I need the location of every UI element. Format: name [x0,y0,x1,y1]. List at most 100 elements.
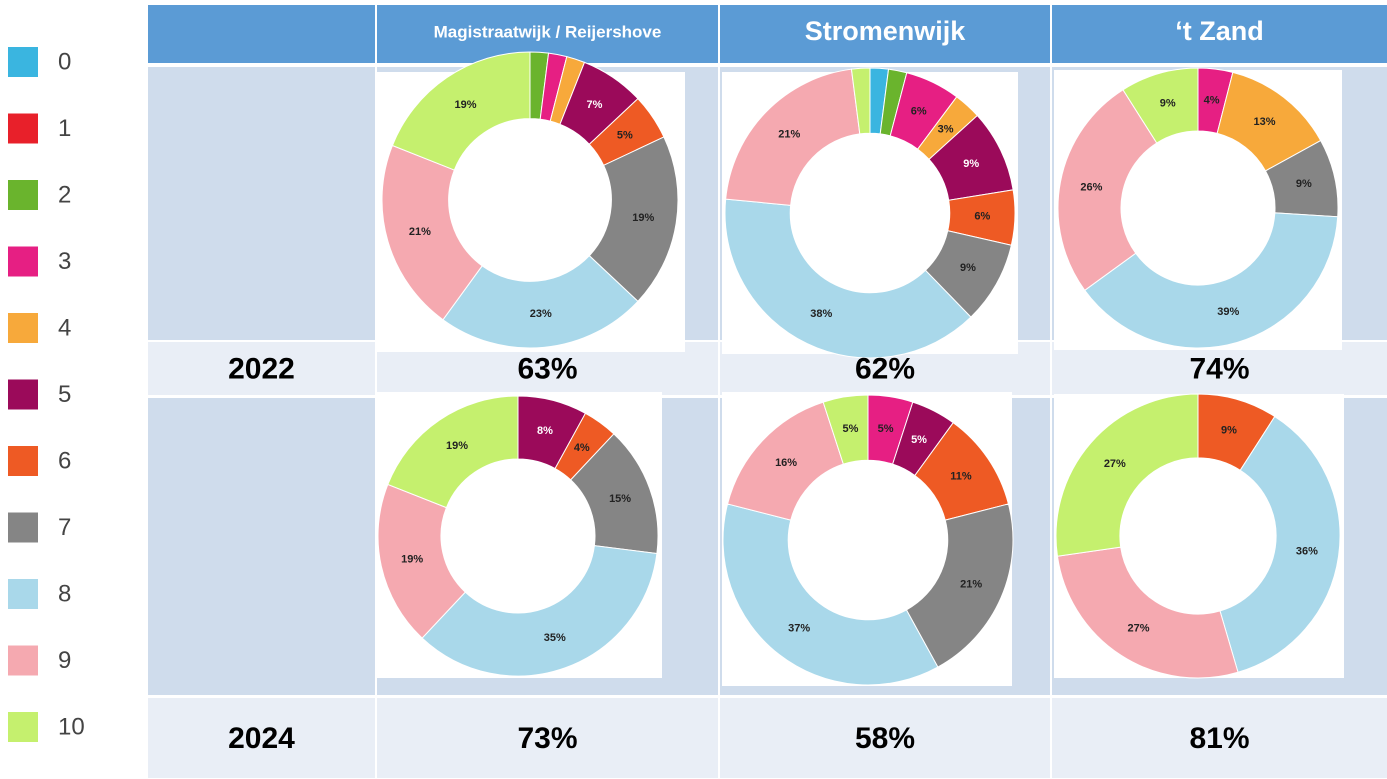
slice-label: 4% [1204,94,1220,106]
legend-label: 10 [58,713,85,740]
slice-label: 39% [1217,306,1239,318]
chart-cell [148,398,375,695]
slice-label: 9% [963,158,979,170]
slice-label: 16% [775,457,797,469]
year-cell [1052,698,1387,778]
year-cell [1052,342,1387,395]
year-cell [148,698,375,778]
legend-label: 4 [58,314,71,341]
slice-label: 4% [574,442,590,454]
donut-chart: 4% 13% 9% 39% 26% 9% [1057,67,1339,349]
year-label: 2022 [228,352,295,385]
slice-label: 38% [810,308,832,320]
legend-swatch [8,579,38,609]
donut-slice [442,255,639,349]
slice-label: 9% [1296,178,1312,190]
year-cell [377,698,718,778]
year-cell [720,698,1050,778]
legend-swatch [8,446,38,476]
score-label: 63% [517,352,577,385]
donut-slice [381,144,483,321]
slice-label: 19% [401,554,423,566]
donut-slice [822,394,869,465]
legend-swatch [8,113,38,144]
slice-label: 6% [974,211,990,223]
slice-label: 7% [587,99,603,111]
slice-label: 21% [778,129,800,141]
legend-label: 8 [58,580,71,607]
slice-label: 9% [960,262,976,274]
score-label: 74% [1189,352,1249,385]
donut-chart: 9% 36% 27% 27% [1055,393,1341,679]
legend-label: 7 [58,514,71,541]
legend-swatch [8,246,38,277]
slice-label: 37% [788,623,810,635]
donut-slice [1057,89,1158,291]
donut-slice [1056,546,1239,679]
header-label: Stromenwijk [805,16,967,46]
donut-slice [724,198,972,359]
legend-swatch [8,712,38,742]
slice-label: 11% [950,471,972,483]
slice-label: 21% [960,579,982,591]
donut-chart: 8% 4% 15% 35% 19% 19% [377,395,659,677]
donut-slice [588,136,679,303]
legend-label: 1 [58,115,71,142]
slice-label: 23% [530,308,552,320]
header-label: Magistraatwijk / Reijershove [434,22,662,41]
score-label: 81% [1189,722,1249,755]
legend-swatch [8,47,38,77]
score-label: 73% [517,722,577,755]
legend-label: 5 [58,381,71,408]
donut-slice [905,503,1014,668]
header-cell [148,5,375,63]
slice-label: 36% [1296,546,1318,558]
slice-label: 3% [938,124,954,136]
slice-label: 26% [1080,182,1102,194]
slice-label: 6% [911,106,927,118]
slice-label: 8% [537,425,553,437]
donut-slice [391,51,531,171]
legend-swatch [8,645,38,676]
slice-label: 13% [1253,116,1275,128]
header-label: ‘t Zand [1175,16,1264,46]
legend-label: 3 [58,248,71,275]
legend-swatch [8,313,38,343]
slice-label: 27% [1104,458,1126,470]
donut-slice [1122,67,1199,144]
slice-label: 5% [842,423,858,435]
donut-slice [850,67,871,135]
legend-swatch [8,180,38,210]
donut-chart: 6% 3% 9% 6% 9% 38% 21% [724,67,1016,359]
slice-label: 15% [609,493,631,505]
donut-slice [421,545,658,677]
donut-chart: 5% 5% 11% 21% 37% 16% 5% [722,394,1014,686]
donut-slice [1219,415,1341,673]
legend-swatch [8,379,38,410]
slice-label: 9% [1221,424,1237,436]
legend-label: 2 [58,181,71,208]
slice-label: 27% [1127,622,1149,634]
legend-label: 0 [58,48,71,75]
slice-label: 5% [911,434,927,446]
slice-label: 5% [617,129,633,141]
year-label: 2024 [228,722,295,755]
legend-label: 9 [58,647,71,674]
slice-label: 9% [1160,98,1176,110]
legend-label: 6 [58,447,71,474]
donut-slice [722,503,939,686]
donut-slice [1055,393,1199,557]
year-cell [148,342,375,395]
slice-label: 5% [878,423,894,435]
donut-slice [387,395,519,509]
slice-label: 19% [446,440,468,452]
donut-slice [725,68,861,206]
slice-label: 35% [544,632,566,644]
slice-label: 19% [455,99,477,111]
header-cell [720,5,1050,63]
chart-cell [148,67,375,340]
slice-label: 21% [409,226,431,238]
header-cell [1052,5,1387,63]
legend-swatch [8,512,38,543]
